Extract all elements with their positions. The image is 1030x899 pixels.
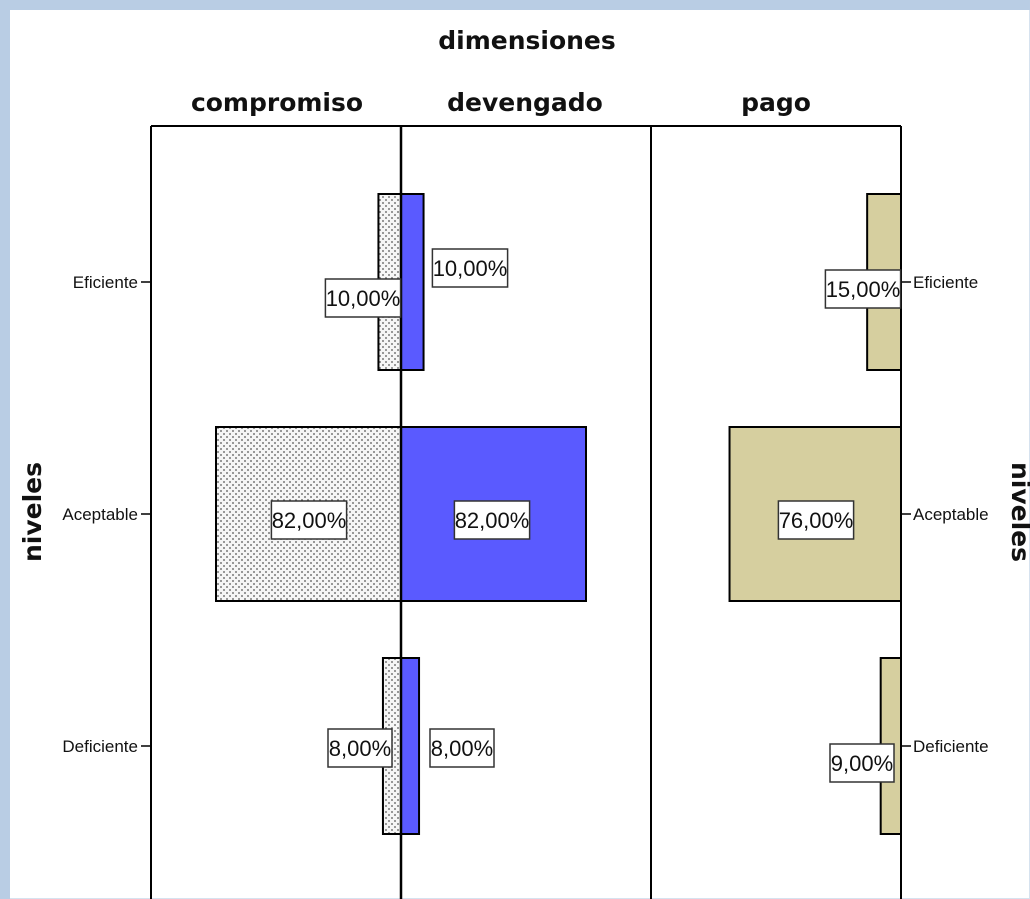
data-label-box-compromiso-eficiente [324, 278, 402, 318]
data-label-box-compromiso-deficiente [327, 728, 393, 768]
chart-title: dimensiones [438, 26, 616, 55]
data-label-compromiso-aceptable: 82,00% [272, 508, 347, 533]
tick-label-left-aceptable: Aceptable [62, 505, 138, 524]
data-label-devengado-eficiente: 10,00% [433, 256, 508, 281]
data-label-box-devengado-aceptable [453, 500, 531, 540]
data-label-pago-eficiente: 15,00% [826, 277, 901, 302]
data-label-box-pago-deficiente [829, 743, 895, 783]
data-label-devengado-deficiente: 8,00% [431, 736, 493, 761]
data-label-box-pago-eficiente [824, 269, 902, 309]
labels-layer: 10,00% 82,00% 8,00% 10,00% 82,00% 8,00% 15,00%… [270, 248, 902, 783]
bar-devengado-eficiente [400, 193, 425, 371]
bar-devengado-deficiente [400, 657, 421, 835]
data-label-box-devengado-eficiente [431, 248, 509, 288]
data-label-pago-aceptable: 76,00% [779, 508, 854, 533]
data-label-box-devengado-deficiente [429, 728, 495, 768]
data-label-box-compromiso-aceptable [270, 500, 348, 540]
data-label-pago-deficiente: 9,00% [831, 751, 893, 776]
panel-header-devengado: devengado [447, 88, 603, 117]
data-label-compromiso-eficiente: 10,00% [326, 286, 401, 311]
y-axis-title-right: niveles [1006, 462, 1030, 562]
tick-label-right-eficiente: Eficiente [913, 273, 978, 292]
tick-label-right-deficiente: Deficiente [913, 737, 989, 756]
tick-label-right-aceptable: Aceptable [913, 505, 989, 524]
panel-header-pago: pago [741, 88, 811, 117]
data-label-compromiso-deficiente: 8,00% [329, 736, 391, 761]
y-axis-title-left: niveles [18, 462, 47, 562]
tick-label-left-eficiente: Eficiente [73, 273, 138, 292]
panel-header-compromiso: compromiso [191, 88, 363, 117]
data-label-devengado-aceptable: 82,00% [455, 508, 530, 533]
data-label-box-pago-aceptable [777, 500, 855, 540]
ticks-layer: Eficiente Eficiente Aceptable Aceptable Defi… [62, 273, 988, 756]
tick-label-left-deficiente: Deficiente [62, 737, 138, 756]
